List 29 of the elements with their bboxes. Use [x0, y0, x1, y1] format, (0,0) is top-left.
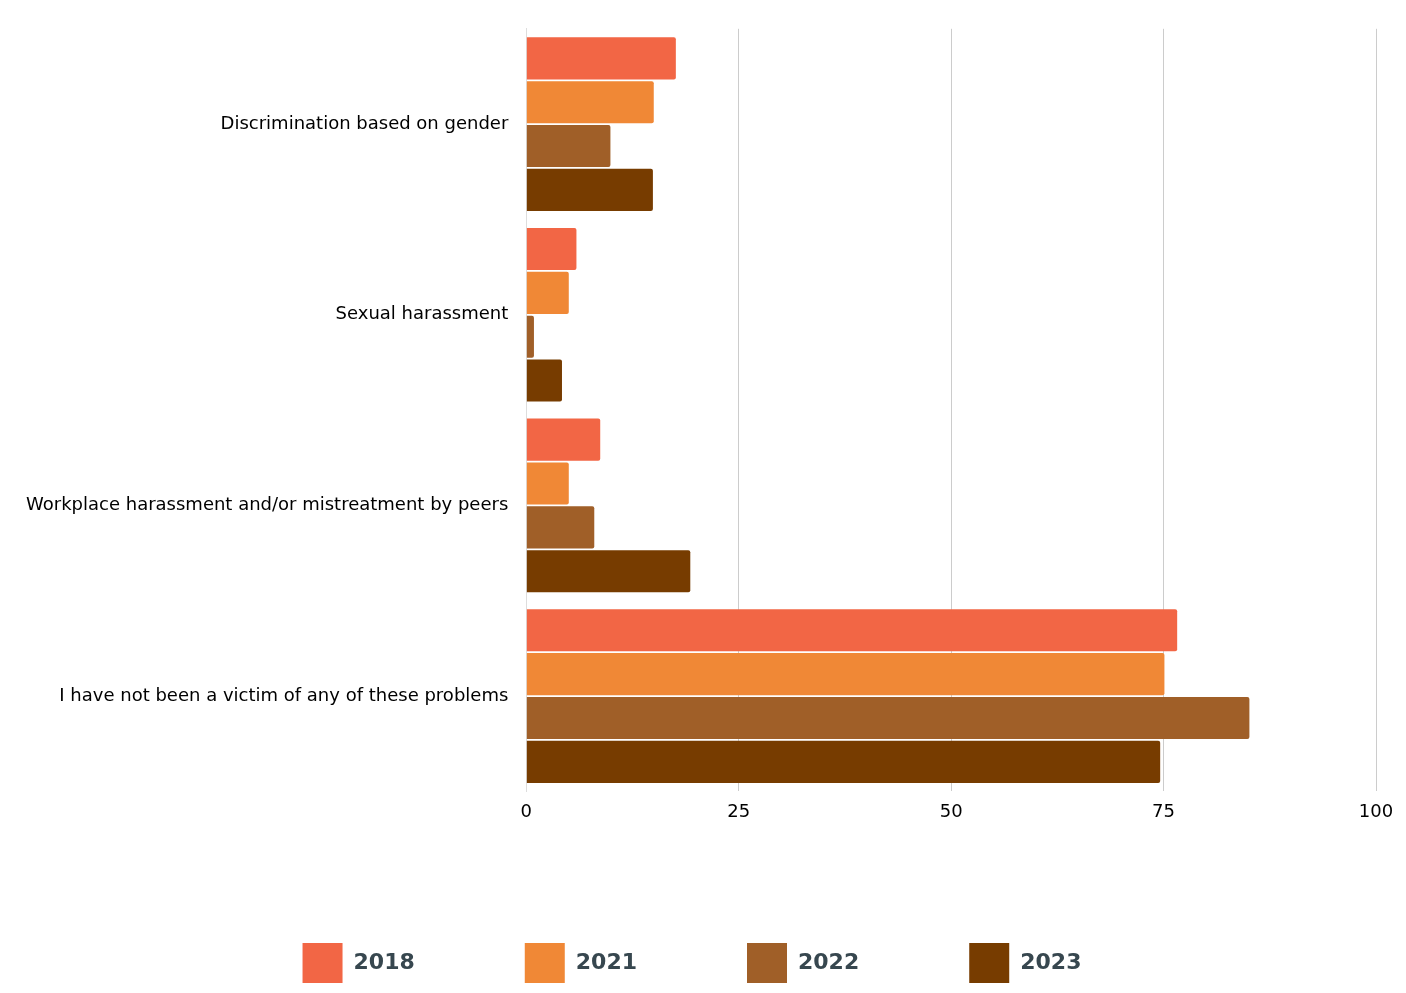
bar	[526, 740, 1161, 783]
y-tick-label: Sexual harassment	[335, 302, 509, 324]
bar	[526, 81, 654, 124]
x-tick-label: 100	[1358, 799, 1394, 821]
bar	[526, 462, 569, 505]
bar	[526, 168, 653, 211]
bar	[526, 696, 1250, 740]
bar	[526, 315, 534, 358]
y-tick-label: Workplace harassment and/or mistreatment by peers	[25, 493, 509, 515]
bar	[526, 609, 1178, 652]
bar	[526, 418, 601, 461]
bar	[526, 550, 691, 593]
bar	[526, 125, 611, 168]
x-tick-label: 0	[520, 799, 533, 821]
x-tick-label: 25	[727, 799, 751, 821]
legend-label: 2021	[575, 948, 637, 974]
bar	[526, 653, 1165, 696]
bar	[526, 271, 569, 314]
bar	[526, 359, 562, 402]
bar	[526, 227, 577, 271]
x-tick-label: 75	[1152, 799, 1176, 821]
legend-label: 2022	[798, 948, 860, 974]
legend-label: 2018	[353, 948, 415, 974]
bar	[526, 37, 676, 80]
y-tick-label: I have not been a victim of any of these problems	[59, 683, 509, 705]
bar	[526, 506, 595, 549]
y-tick-label: Discrimination based on gender	[220, 111, 509, 133]
x-tick-label: 50	[939, 799, 963, 821]
legend-label: 2023	[1020, 948, 1082, 974]
